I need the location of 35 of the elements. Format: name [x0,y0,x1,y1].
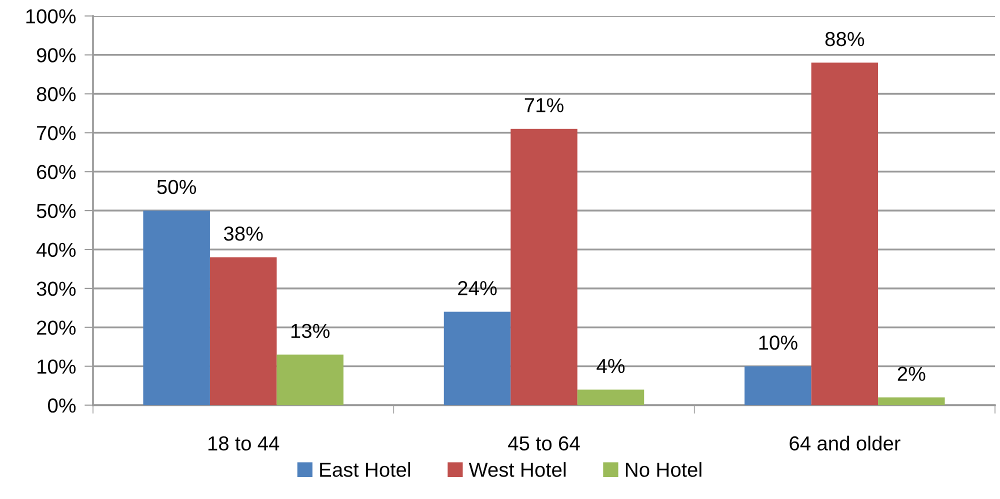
y-tick-label: 100% [26,9,76,24]
data-label: 50% [157,180,196,194]
x-tick-label: 18 to 44 [208,436,280,451]
legend-label: No Hotel [626,462,702,477]
legend-label: West Hotel [468,462,566,477]
y-tick-label: 80% [36,87,76,102]
y-tick-label: 90% [36,48,76,62]
bar [210,257,277,406]
data-label: 10% [759,336,798,350]
y-tick-label: 50% [36,204,76,218]
bar [577,390,644,406]
y-tick-label: 20% [37,320,76,335]
legend-label: East Hotel [320,462,410,477]
bar [510,128,578,406]
x-tick-label: 45 to 64 [508,436,580,451]
y-tick-label: 0% [48,398,76,413]
bar [276,354,344,406]
bar [811,62,878,406]
y-tick-label: 70% [37,126,76,140]
y-tick-label: 60% [37,164,76,180]
data-label: 38% [224,226,263,241]
y-tick-label: 40% [36,242,76,257]
y-tick-label: 10% [38,360,76,374]
data-label: 4% [596,358,625,374]
bar [444,312,511,406]
data-label: 71% [524,98,564,112]
x-tick-label: 64 and older [790,436,900,451]
y-tick-label: 30% [36,282,76,296]
bar [143,210,210,406]
bar [878,397,945,406]
bar [744,366,812,406]
data-label: 88% [825,32,864,46]
data-label: 24% [458,281,497,296]
data-label: 13% [291,324,330,338]
data-label: 2% [898,366,926,381]
